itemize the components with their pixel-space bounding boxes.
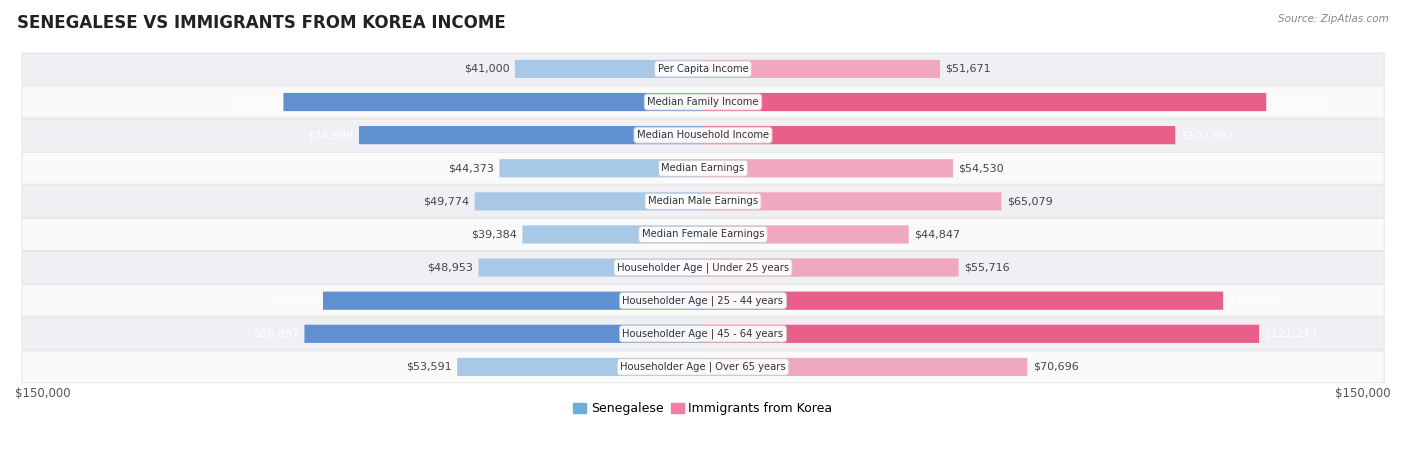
FancyBboxPatch shape <box>457 358 703 376</box>
Text: $121,243: $121,243 <box>1264 329 1317 339</box>
Text: Median Earnings: Median Earnings <box>661 163 745 173</box>
FancyBboxPatch shape <box>523 226 703 244</box>
Text: $86,897: $86,897 <box>253 329 299 339</box>
Text: $82,852: $82,852 <box>271 296 318 306</box>
FancyBboxPatch shape <box>703 226 908 244</box>
FancyBboxPatch shape <box>478 258 703 276</box>
Text: Median Male Earnings: Median Male Earnings <box>648 196 758 206</box>
FancyBboxPatch shape <box>22 152 1384 184</box>
Text: $39,384: $39,384 <box>471 229 517 240</box>
FancyBboxPatch shape <box>359 126 703 144</box>
Text: $122,800: $122,800 <box>1272 97 1324 107</box>
Text: $102,962: $102,962 <box>1181 130 1233 140</box>
Text: $113,401: $113,401 <box>1229 296 1281 306</box>
FancyBboxPatch shape <box>323 291 703 310</box>
Text: Per Capita Income: Per Capita Income <box>658 64 748 74</box>
Text: $44,373: $44,373 <box>449 163 494 173</box>
Text: $49,774: $49,774 <box>423 196 470 206</box>
Text: SENEGALESE VS IMMIGRANTS FROM KOREA INCOME: SENEGALESE VS IMMIGRANTS FROM KOREA INCO… <box>17 14 506 32</box>
FancyBboxPatch shape <box>305 325 703 343</box>
Text: $41,000: $41,000 <box>464 64 509 74</box>
Text: $54,530: $54,530 <box>959 163 1004 173</box>
Text: Source: ZipAtlas.com: Source: ZipAtlas.com <box>1278 14 1389 24</box>
FancyBboxPatch shape <box>703 358 1028 376</box>
FancyBboxPatch shape <box>284 93 703 111</box>
Text: Householder Age | Over 65 years: Householder Age | Over 65 years <box>620 361 786 372</box>
Text: Median Female Earnings: Median Female Earnings <box>641 229 765 240</box>
FancyBboxPatch shape <box>22 285 1384 317</box>
Text: $55,716: $55,716 <box>965 262 1010 273</box>
Text: Householder Age | Under 25 years: Householder Age | Under 25 years <box>617 262 789 273</box>
FancyBboxPatch shape <box>22 219 1384 250</box>
FancyBboxPatch shape <box>703 159 953 177</box>
Text: $51,671: $51,671 <box>945 64 991 74</box>
FancyBboxPatch shape <box>22 86 1384 118</box>
FancyBboxPatch shape <box>703 325 1260 343</box>
Text: $44,847: $44,847 <box>914 229 960 240</box>
Text: $150,000: $150,000 <box>1336 388 1391 401</box>
FancyBboxPatch shape <box>703 258 959 276</box>
Text: $70,696: $70,696 <box>1033 362 1078 372</box>
Text: $74,999: $74,999 <box>308 130 353 140</box>
Text: $53,591: $53,591 <box>406 362 451 372</box>
Legend: Senegalese, Immigrants from Korea: Senegalese, Immigrants from Korea <box>568 397 838 420</box>
FancyBboxPatch shape <box>703 291 1223 310</box>
Text: Median Family Income: Median Family Income <box>647 97 759 107</box>
Text: $48,953: $48,953 <box>427 262 472 273</box>
FancyBboxPatch shape <box>703 60 941 78</box>
Text: Median Household Income: Median Household Income <box>637 130 769 140</box>
FancyBboxPatch shape <box>22 252 1384 283</box>
FancyBboxPatch shape <box>22 318 1384 350</box>
FancyBboxPatch shape <box>22 119 1384 151</box>
FancyBboxPatch shape <box>22 185 1384 217</box>
FancyBboxPatch shape <box>22 351 1384 383</box>
FancyBboxPatch shape <box>22 53 1384 85</box>
Text: Householder Age | 25 - 44 years: Householder Age | 25 - 44 years <box>623 296 783 306</box>
Text: $91,475: $91,475 <box>232 97 278 107</box>
Text: $150,000: $150,000 <box>15 388 70 401</box>
FancyBboxPatch shape <box>515 60 703 78</box>
FancyBboxPatch shape <box>703 126 1175 144</box>
FancyBboxPatch shape <box>475 192 703 211</box>
FancyBboxPatch shape <box>499 159 703 177</box>
Text: $65,079: $65,079 <box>1007 196 1053 206</box>
FancyBboxPatch shape <box>703 192 1001 211</box>
Text: Householder Age | 45 - 64 years: Householder Age | 45 - 64 years <box>623 329 783 339</box>
FancyBboxPatch shape <box>703 93 1267 111</box>
